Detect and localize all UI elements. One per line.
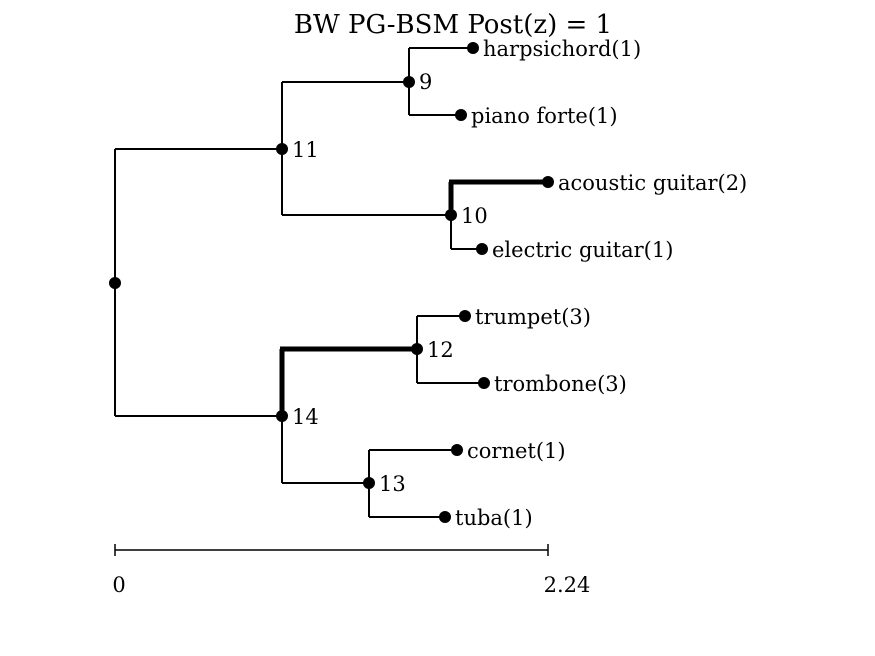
leaf-tuba-dot (439, 511, 451, 523)
node-13 (363, 477, 375, 489)
node-9 (403, 76, 415, 88)
leaf-acoustic-dot (542, 176, 554, 188)
leaf-label-acoustic: acoustic guitar(2) (558, 171, 747, 195)
leaf-trumpet-dot (459, 310, 471, 322)
scale-bar: 0 2.24 (112, 544, 590, 597)
node-label-11: 11 (292, 138, 319, 162)
leaf-electric-dot (476, 243, 488, 255)
node-14 (276, 410, 288, 422)
leaf-label-tuba: tuba(1) (455, 506, 533, 530)
leaf-label-trombone: trombone(3) (494, 372, 627, 396)
leaf-label-piano: piano forte(1) (471, 104, 618, 128)
root-node (109, 277, 121, 289)
node-10 (445, 209, 457, 221)
leaf-label-electric: electric guitar(1) (492, 238, 673, 262)
node-label-9: 9 (419, 70, 432, 94)
node-label-12: 12 (427, 338, 454, 362)
leaf-label-harpsichord: harpsichord(1) (483, 37, 641, 61)
scale-min-label: 0 (112, 573, 125, 597)
leaf-harpsichord-dot (467, 42, 479, 54)
leaf-label-trumpet: trumpet(3) (475, 305, 591, 329)
node-label-10: 10 (461, 204, 488, 228)
node-12 (411, 343, 423, 355)
scale-max-label: 2.24 (544, 573, 591, 597)
leaf-trombone-dot (478, 377, 490, 389)
node-label-14: 14 (292, 405, 319, 429)
leaf-piano-dot (455, 109, 467, 121)
diagram-title: BW PG-BSM Post(z) = 1 (294, 10, 612, 40)
node-11 (276, 143, 288, 155)
node-label-13: 13 (379, 472, 406, 496)
leaf-cornet-dot (451, 444, 463, 456)
leaf-label-cornet: cornet(1) (467, 439, 566, 463)
